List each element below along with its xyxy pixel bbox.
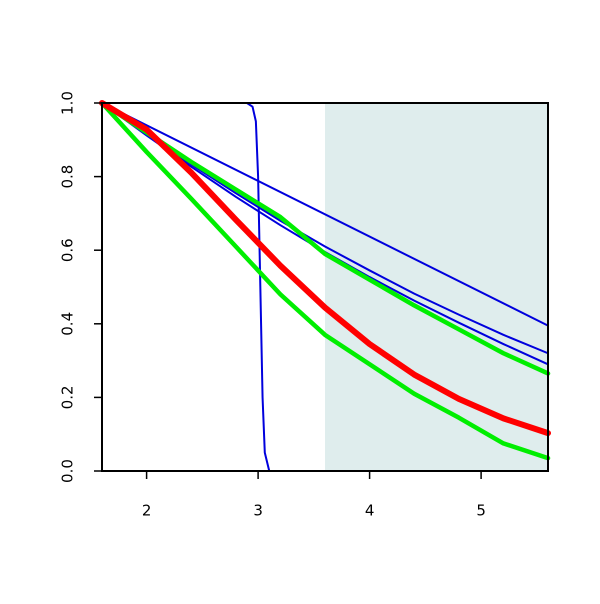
x-tick-label: 4 bbox=[365, 502, 375, 520]
y-tick-label: 0.2 bbox=[59, 385, 77, 409]
line-series bbox=[101, 102, 549, 327]
y-tick-label: 0.4 bbox=[59, 312, 77, 336]
line-series bbox=[101, 102, 549, 472]
y-tick-label: 0.8 bbox=[59, 165, 77, 189]
y-tick-label: 0.0 bbox=[59, 459, 77, 483]
line-series bbox=[99, 100, 551, 437]
y-tick-label: 1.0 bbox=[59, 91, 77, 115]
x-tick-label: 3 bbox=[253, 502, 263, 520]
x-tick-label: 2 bbox=[142, 502, 152, 520]
plot-frame bbox=[101, 102, 549, 472]
line-series bbox=[99, 100, 551, 461]
y-tick-label: 0.6 bbox=[59, 238, 77, 262]
line-series bbox=[99, 100, 551, 376]
x-tick-label: 5 bbox=[476, 502, 486, 520]
shaded-region bbox=[325, 103, 548, 471]
